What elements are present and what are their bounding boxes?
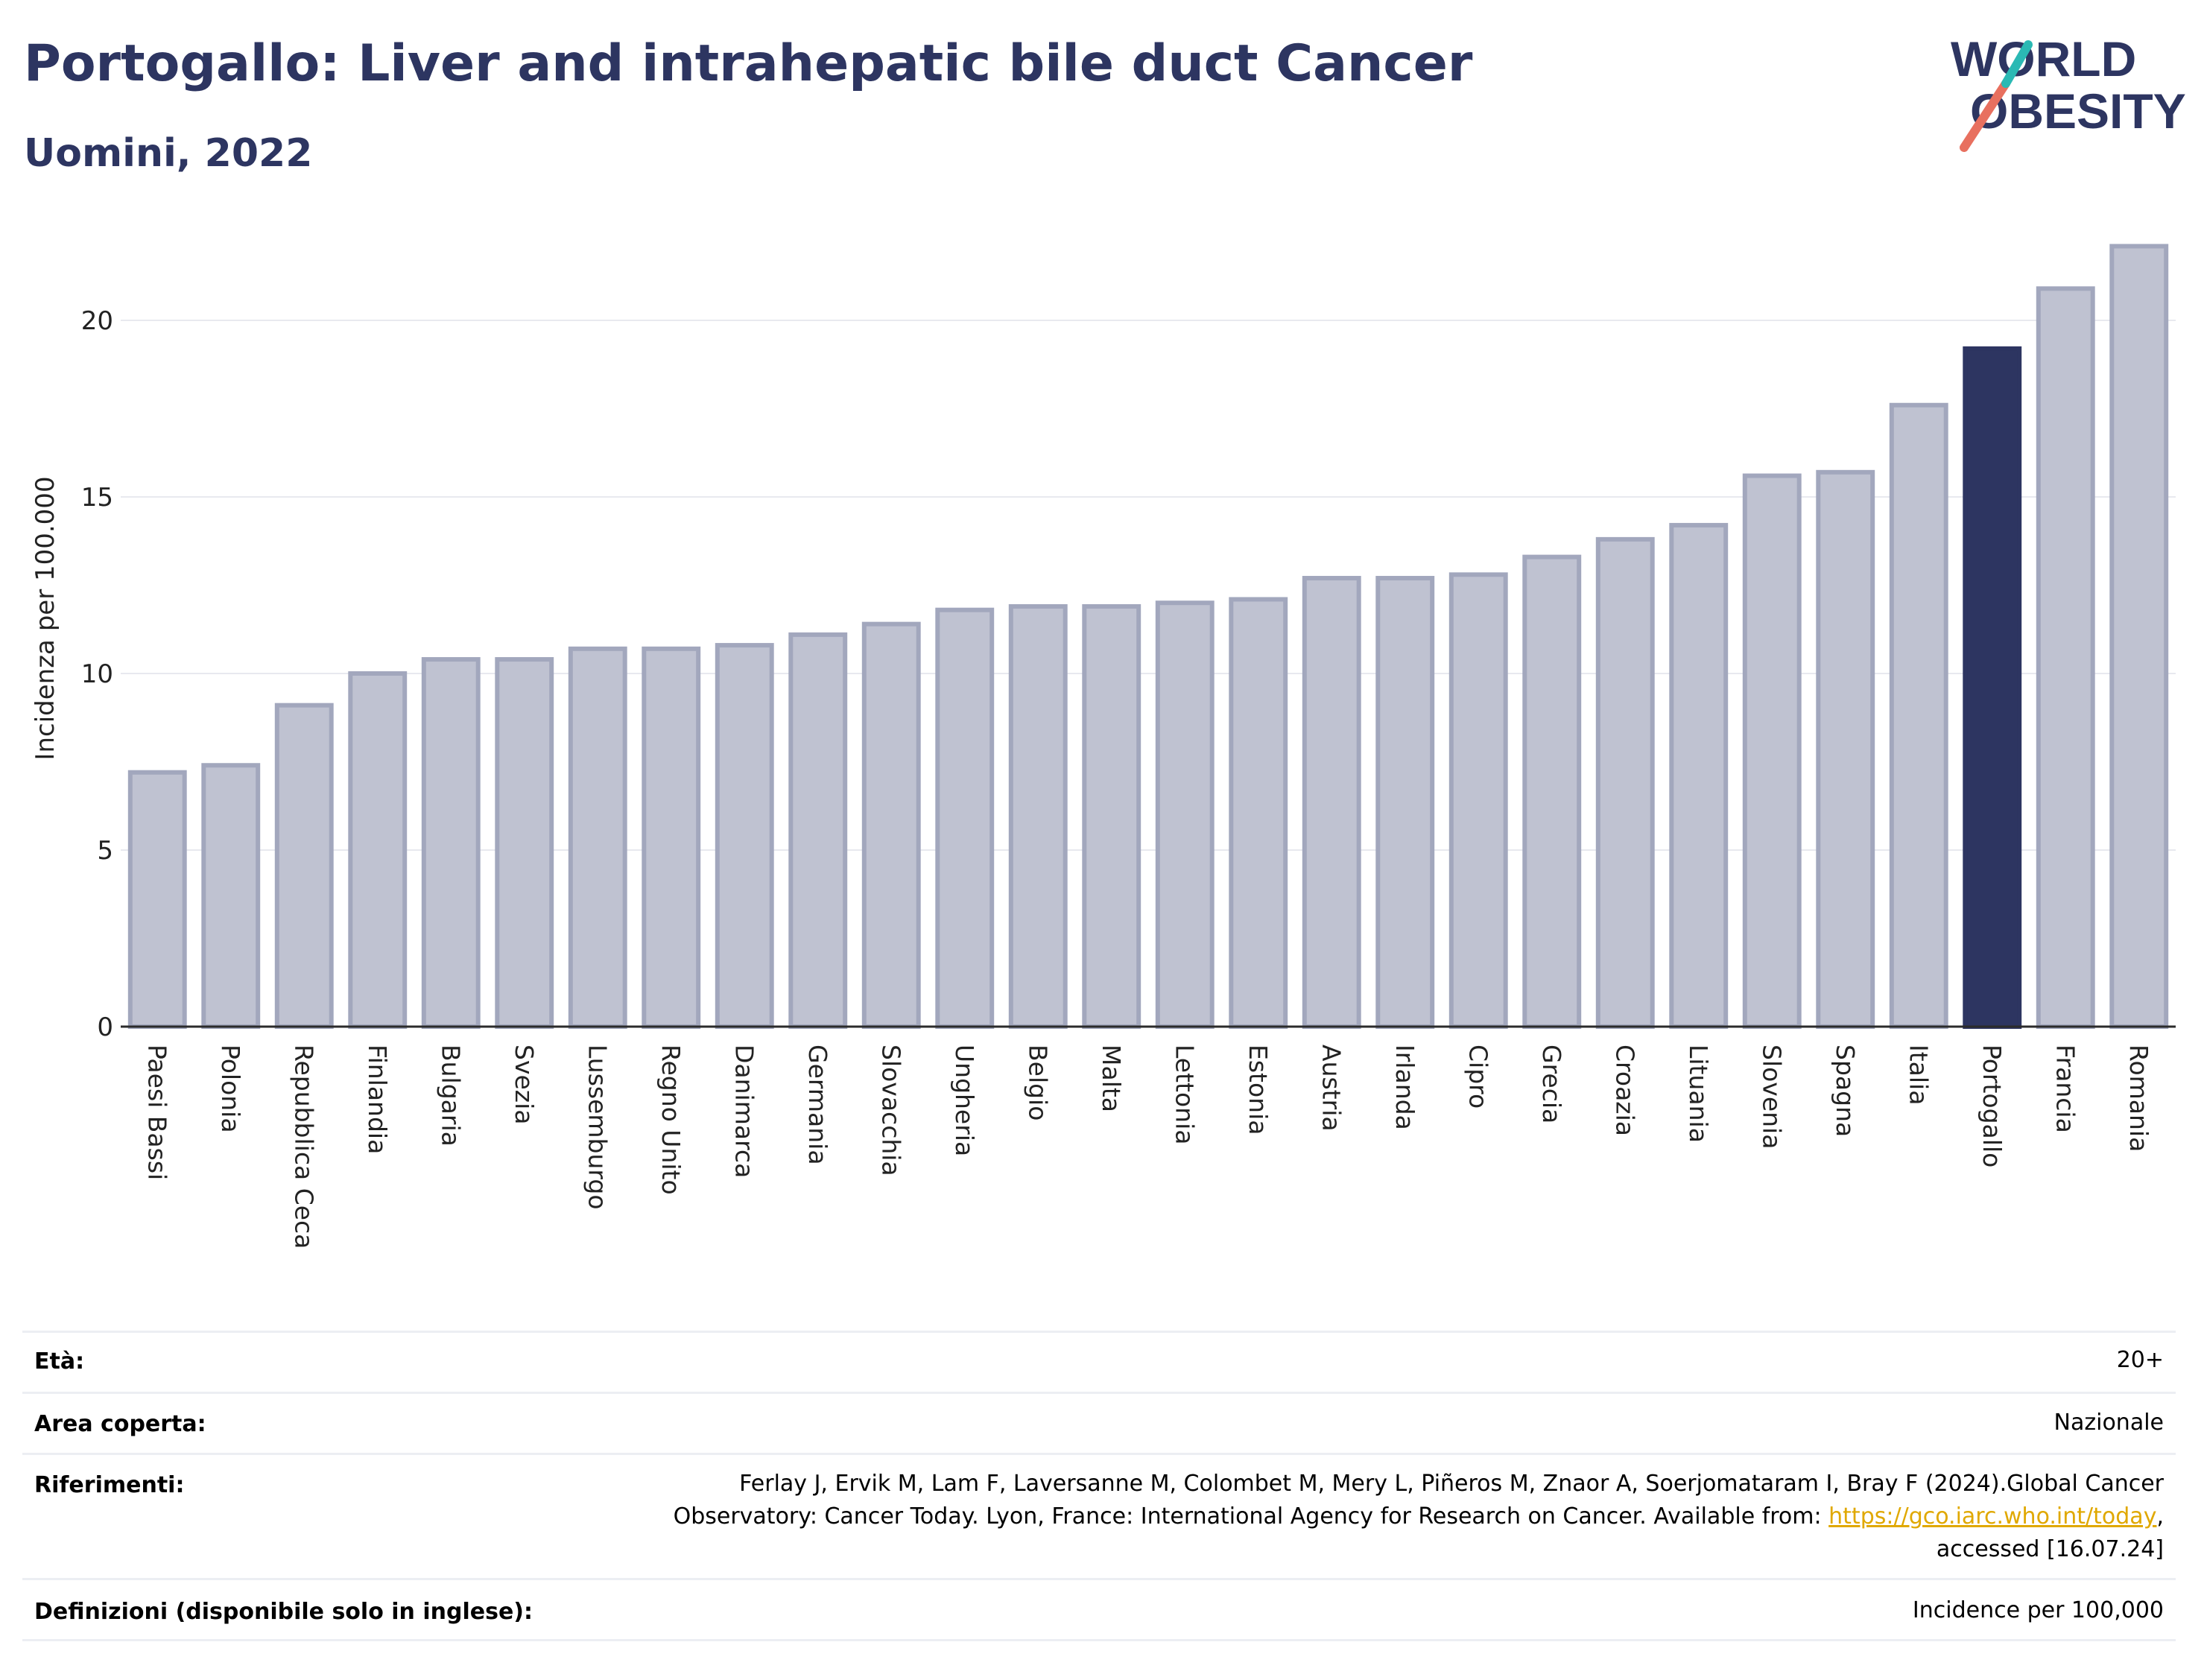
x-tick-label: Belgio: [1023, 1045, 1052, 1120]
bar-bulgaria: [421, 657, 481, 1029]
x-tick-label: Slovacchia: [876, 1045, 905, 1176]
bar-slovacchia: [861, 621, 921, 1029]
x-tick-label: Regno Unito: [656, 1045, 685, 1195]
world-obesity-logo: WORLD OBESITY: [1951, 31, 2186, 152]
bar-francia: [2036, 286, 2095, 1029]
logo-text-world: WORLD: [1951, 31, 2136, 86]
info-value-age: 20+: [2116, 1347, 2164, 1373]
x-tick-label: Romania: [2124, 1045, 2153, 1152]
bar-irlanda: [1375, 576, 1435, 1029]
bar-spagna: [1816, 469, 1875, 1029]
bar-repubblica-ceca: [274, 703, 334, 1029]
bar-finlandia: [348, 671, 408, 1029]
x-tick-label: Malta: [1097, 1045, 1126, 1112]
info-label-area: Area coperta:: [34, 1411, 206, 1437]
bar-svezia: [495, 657, 554, 1029]
x-tick-label: Austria: [1317, 1045, 1346, 1132]
info-value-definitions: Incidence per 100,000: [1912, 1597, 2164, 1623]
info-divider: [22, 1578, 2176, 1580]
bar-slovenia: [1742, 473, 1802, 1029]
info-label-references: Riferimenti:: [34, 1472, 185, 1498]
x-tick-label: Italia: [1904, 1045, 1933, 1105]
reference-line-3: accessed [16.07.24]: [1936, 1536, 2164, 1562]
bar-belgio: [1008, 603, 1068, 1029]
x-tick-label: Portogallo: [1977, 1045, 2007, 1167]
x-tick-label: Polonia: [216, 1045, 245, 1133]
x-tick-label: Grecia: [1537, 1045, 1566, 1123]
x-tick-label: Lituania: [1684, 1045, 1713, 1143]
info-divider: [22, 1639, 2176, 1641]
x-ticks: Paesi Bassi Polonia Repubblica Ceca Finland…: [142, 1045, 2153, 1249]
bar-lussemburgo: [568, 646, 627, 1029]
bar-romania: [2109, 244, 2169, 1030]
reference-link[interactable]: https://gco.iarc.who.int/today: [1828, 1503, 2157, 1530]
x-tick-label: Lettonia: [1170, 1045, 1199, 1144]
x-tick-label: Slovenia: [1757, 1045, 1786, 1149]
bar-germania: [788, 632, 848, 1029]
bar-malta: [1082, 603, 1141, 1029]
bar-cipro: [1448, 572, 1508, 1029]
info-value-references: Ferlay J, Ervik M, Lam F, Laversanne M, …: [376, 1468, 2164, 1566]
x-tick-label: Spagna: [1831, 1045, 1860, 1137]
bar-regno-unito: [642, 646, 701, 1029]
bar-chart: 0 5 10 15 20 Paesi Bassi Polonia Repubblica Ce…: [31, 244, 2176, 1249]
reference-line-1: Ferlay J, Ervik M, Lam F, Laversanne M, …: [739, 1471, 2164, 1497]
chart-title: Portogallo: Liver and intrahepatic bile …: [24, 34, 1473, 93]
logo-slash-teal: [2001, 40, 2033, 88]
y-tick-label: 0: [97, 1012, 113, 1042]
y-ticks: 0 5 10 15 20: [81, 306, 113, 1042]
bar-ungheria: [935, 607, 995, 1029]
bar-paesi-bassi: [127, 770, 187, 1029]
y-tick-label: 10: [81, 659, 113, 689]
y-tick-label: 15: [81, 483, 113, 513]
x-tick-label: Svezia: [510, 1045, 539, 1125]
bar-portogallo: [1963, 346, 2022, 1030]
x-tick-label: Germania: [803, 1045, 832, 1165]
logo-text-obesity: OBESITY: [1970, 83, 2186, 139]
bar-estonia: [1229, 597, 1288, 1029]
reference-line-2: Observatory: Cancer Today. Lyon, France:…: [376, 1500, 2164, 1533]
bar-croazia: [1595, 536, 1655, 1029]
bars: [127, 244, 2169, 1030]
info-label-age: Età:: [34, 1348, 85, 1375]
y-tick-label: 5: [97, 836, 113, 866]
bar-grecia: [1522, 554, 1582, 1029]
x-tick-label: Francia: [2051, 1045, 2080, 1133]
info-divider: [22, 1453, 2176, 1455]
x-tick-label: Croazia: [1610, 1045, 1639, 1136]
y-tick-label: 20: [81, 306, 113, 336]
reference-text: Observatory: Cancer Today. Lyon, France:…: [673, 1503, 1829, 1530]
x-tick-label: Irlanda: [1390, 1045, 1419, 1130]
logo-slash-red: [1960, 79, 2010, 152]
x-tick-label: Lussemburgo: [583, 1045, 612, 1210]
x-tick-label: Bulgaria: [436, 1045, 465, 1147]
x-tick-label: Ungheria: [950, 1045, 979, 1156]
x-tick-label: Paesi Bassi: [142, 1045, 171, 1180]
x-tick-label: Finlandia: [363, 1045, 392, 1154]
bar-lettonia: [1155, 600, 1215, 1029]
x-tick-label: Repubblica Ceca: [289, 1045, 318, 1249]
info-divider: [22, 1331, 2176, 1333]
info-value-area: Nazionale: [2053, 1410, 2164, 1436]
x-tick-label: Estonia: [1244, 1045, 1273, 1135]
x-tick-label: Danimarca: [729, 1045, 759, 1178]
y-axis-label: Incidenza per 100.000: [31, 476, 60, 760]
x-tick-label: Cipro: [1463, 1045, 1492, 1109]
bar-polonia: [201, 763, 261, 1029]
bar-danimarca: [715, 643, 774, 1030]
chart-subtitle: Uomini, 2022: [24, 131, 313, 176]
reference-comma: ,: [2156, 1503, 2164, 1530]
info-label-definitions: Definizioni (disponibile solo in inglese…: [34, 1599, 533, 1625]
bar-lituania: [1669, 522, 1729, 1029]
info-divider: [22, 1392, 2176, 1394]
bar-austria: [1302, 576, 1361, 1029]
bar-italia: [1889, 402, 1948, 1029]
